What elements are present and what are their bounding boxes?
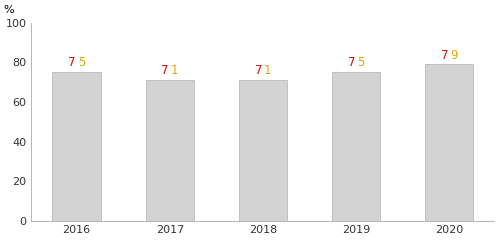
Text: 5: 5 xyxy=(357,56,364,69)
Text: 5: 5 xyxy=(78,56,85,69)
Bar xyxy=(332,72,380,221)
Bar xyxy=(146,80,194,221)
Text: 7: 7 xyxy=(162,64,169,77)
Text: 7: 7 xyxy=(348,56,355,69)
Text: 7: 7 xyxy=(254,64,262,77)
Bar xyxy=(238,80,287,221)
Text: 9: 9 xyxy=(450,48,458,61)
Text: 1: 1 xyxy=(170,64,178,77)
Text: 7: 7 xyxy=(441,48,448,61)
Bar xyxy=(52,72,101,221)
Bar xyxy=(425,65,474,221)
Text: %: % xyxy=(4,5,15,15)
Text: 1: 1 xyxy=(264,64,272,77)
Text: 7: 7 xyxy=(68,56,76,69)
